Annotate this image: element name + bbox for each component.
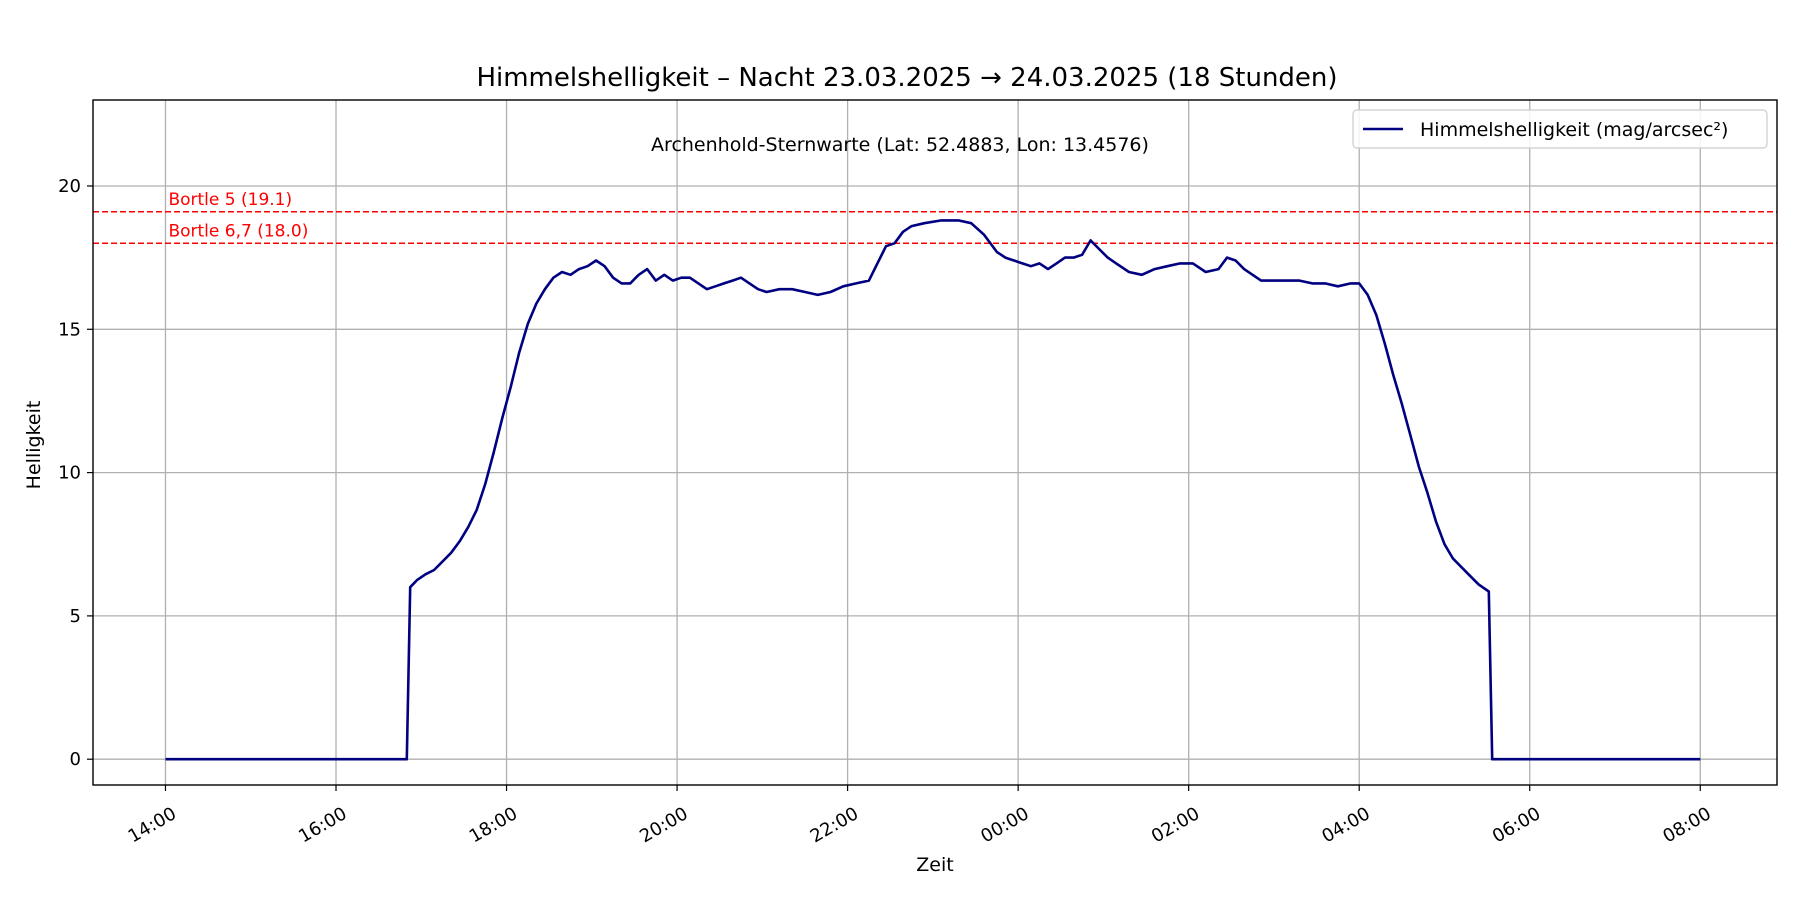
x-tick-label: 22:00 <box>807 803 862 847</box>
chart-subtitle: Archenhold-Sternwarte (Lat: 52.4883, Lon… <box>651 134 1149 156</box>
x-axis-ticks: 14:00 16:00 18:00 20:00 22:00 00:00 02:00 04:00… <box>125 785 1715 847</box>
plot-frame <box>92 99 1778 786</box>
reference-lines: Bortle 5 (19.1) Bortle 6,7 (18.0) <box>93 190 1777 245</box>
legend: Himmelshelligkeit (mag/arcsec²) <box>1352 109 1768 149</box>
reference-line-label: Bortle 5 (19.1) <box>168 190 292 210</box>
series-line <box>165 219 1701 761</box>
y-tick-label: 10 <box>58 463 81 484</box>
x-tick-label: 06:00 <box>1489 803 1544 847</box>
x-tick-label: 02:00 <box>1148 803 1203 847</box>
y-tick-label: 5 <box>70 606 81 627</box>
x-tick-label: 00:00 <box>977 803 1032 847</box>
y-tick-label: 15 <box>58 319 81 340</box>
x-tick-label: 20:00 <box>636 803 691 847</box>
y-tick-label: 20 <box>58 176 81 197</box>
chart-title: Himmelshelligkeit – Nacht 23.03.2025 → 2… <box>476 63 1337 93</box>
x-tick-label: 18:00 <box>466 803 521 847</box>
x-tick-label: 08:00 <box>1659 803 1714 847</box>
series-layer <box>165 219 1701 761</box>
y-axis-ticks: 0 5 10 15 20 <box>58 176 93 770</box>
x-tick-label: 04:00 <box>1318 803 1373 847</box>
legend-entry: Himmelshelligkeit (mag/arcsec²) <box>1420 119 1728 141</box>
x-tick-label: 16:00 <box>295 803 350 847</box>
y-axis-label: Helligkeit <box>23 401 45 490</box>
x-axis-label: Zeit <box>916 854 953 876</box>
y-tick-label: 0 <box>70 749 81 770</box>
reference-line-label: Bortle 6,7 (18.0) <box>168 221 308 241</box>
grid <box>93 100 1777 785</box>
legend-box <box>1352 109 1768 149</box>
x-tick-label: 14:00 <box>125 803 180 847</box>
